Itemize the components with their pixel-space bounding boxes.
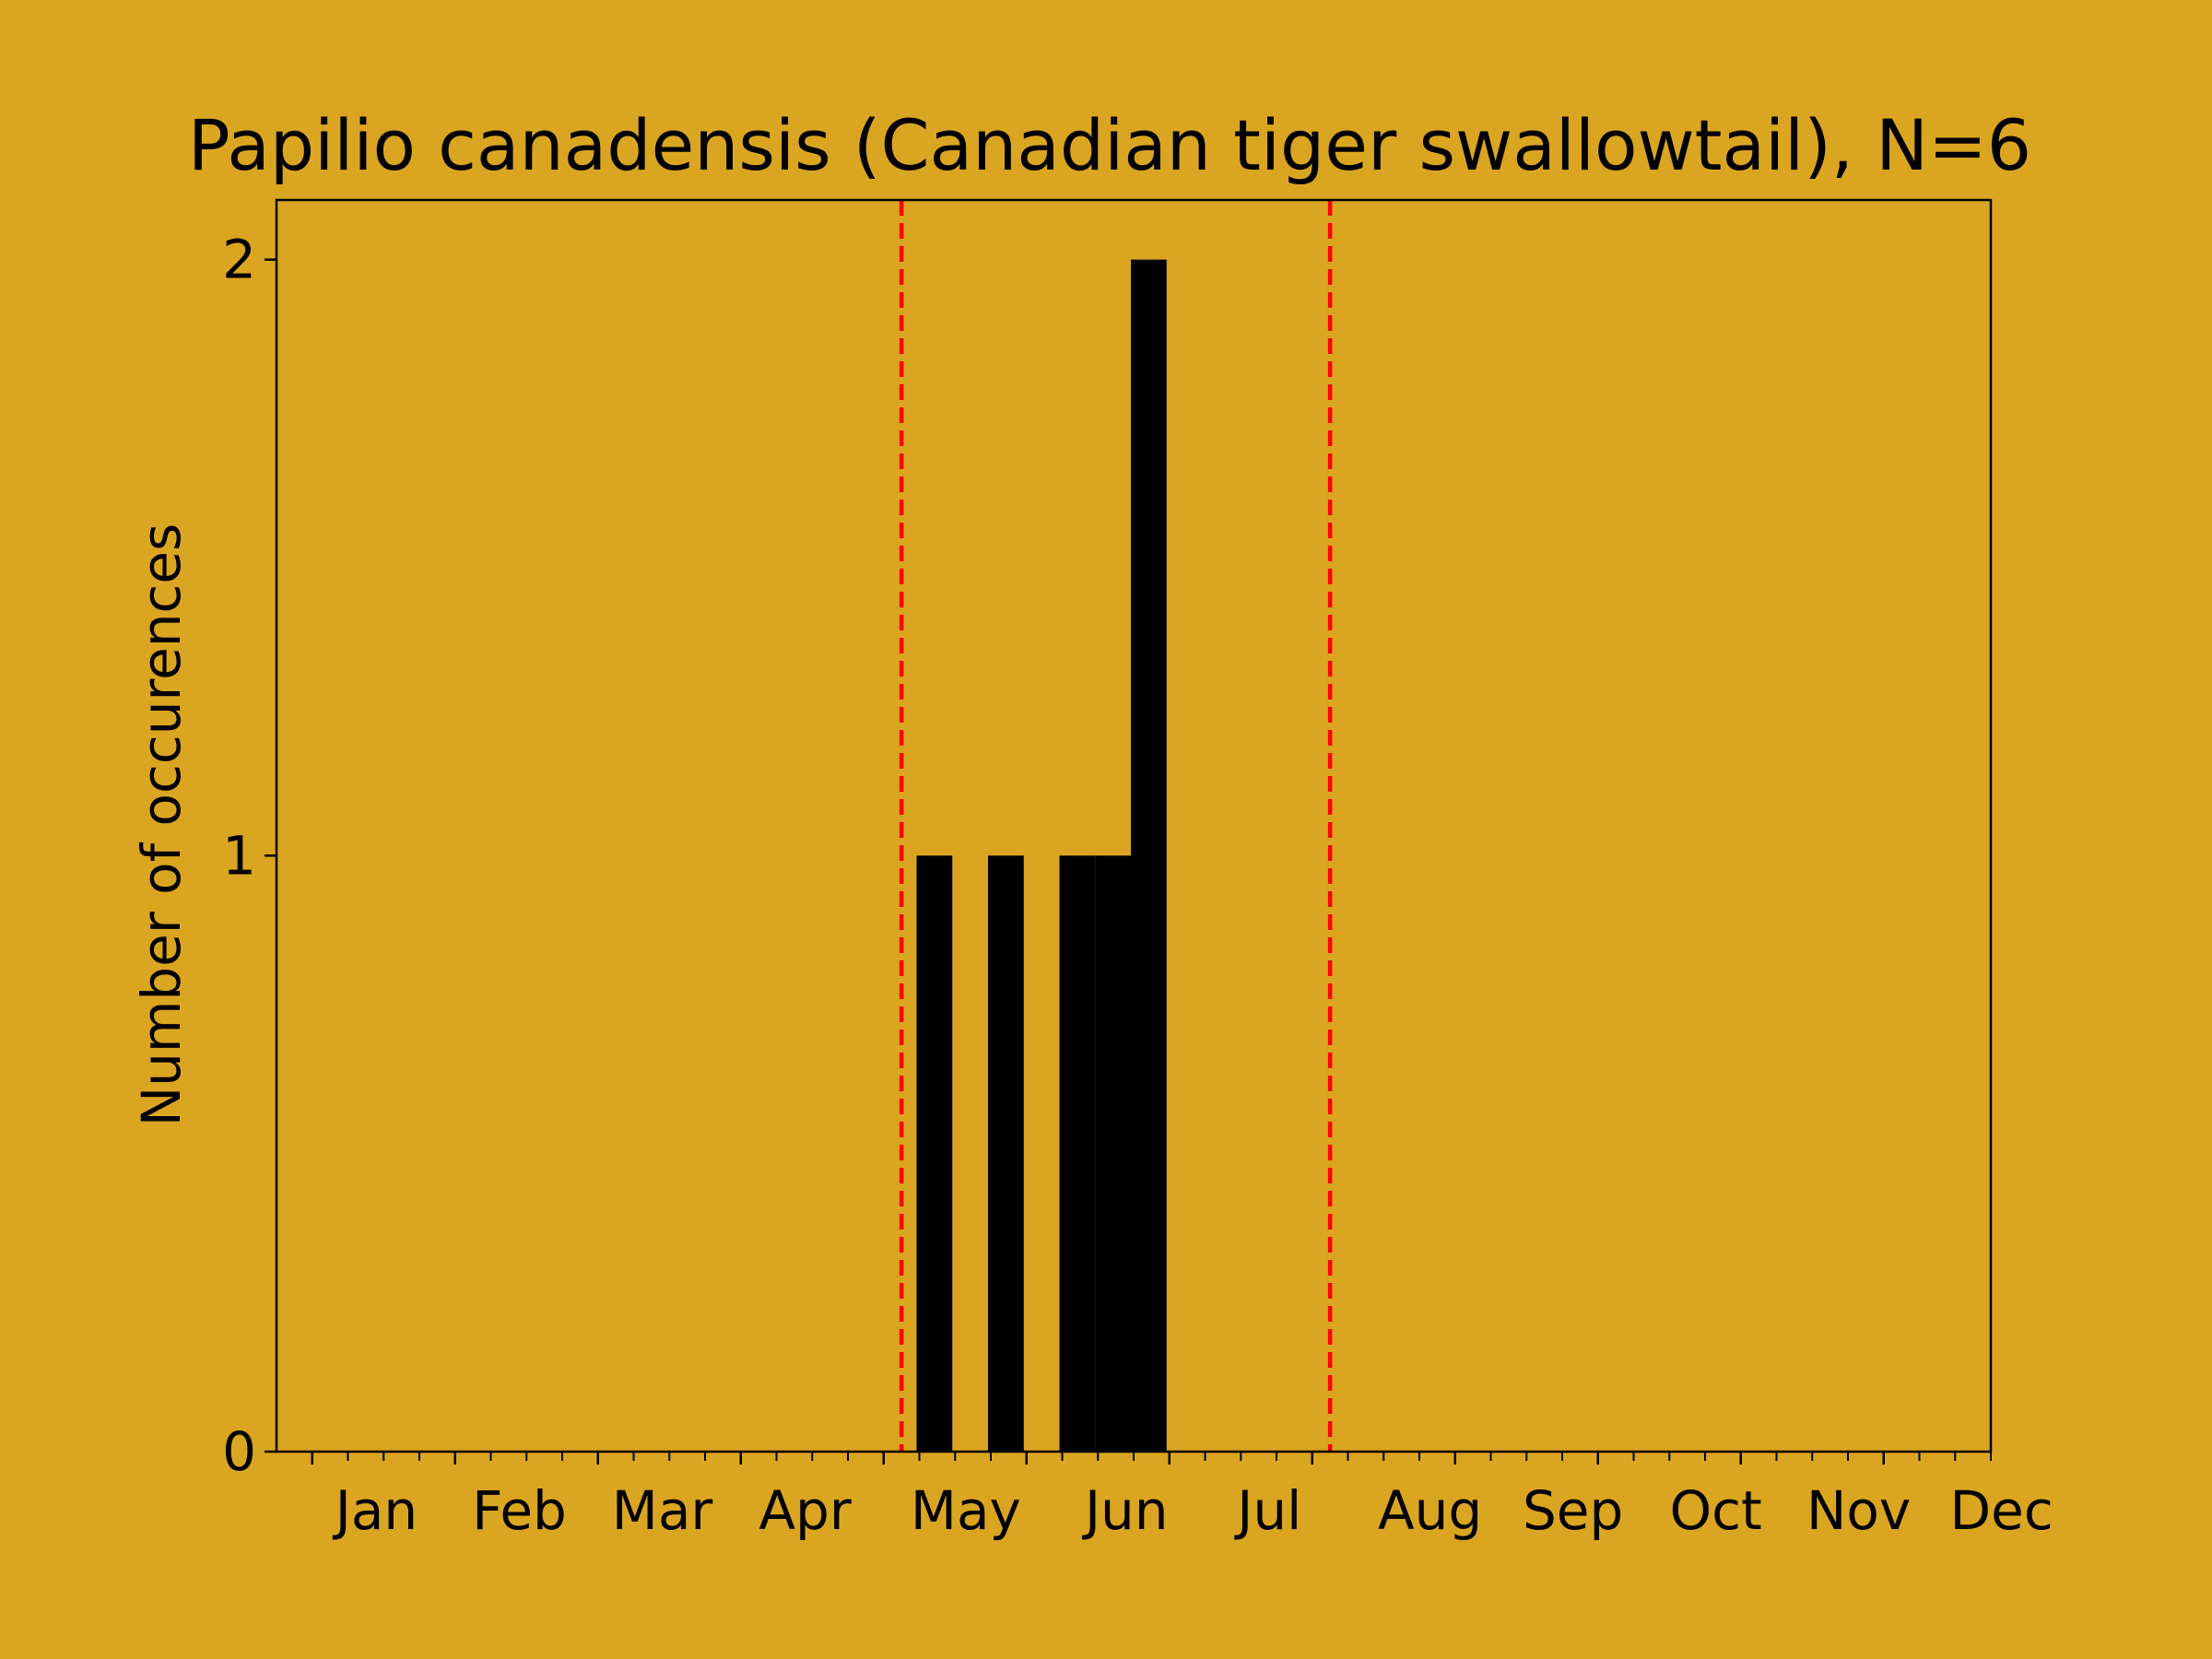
histogram-bar bbox=[1095, 855, 1131, 1452]
histogram-bar bbox=[988, 855, 1024, 1452]
chart-title: Papilio canadensis (Canadian tiger swall… bbox=[188, 104, 2031, 186]
y-tick-label: 1 bbox=[222, 824, 256, 887]
y-tick-label: 0 bbox=[222, 1420, 256, 1483]
x-tick-label: Dec bbox=[1950, 1479, 2053, 1542]
y-tick-label: 2 bbox=[222, 229, 256, 291]
histogram-bar bbox=[916, 855, 953, 1452]
x-tick-label: Jul bbox=[1234, 1479, 1301, 1542]
x-tick-label: Nov bbox=[1806, 1479, 1911, 1542]
x-tick-label: Aug bbox=[1378, 1479, 1482, 1542]
histogram-bar bbox=[1059, 855, 1096, 1452]
histogram-bar bbox=[1131, 259, 1167, 1453]
x-tick-label: May bbox=[911, 1479, 1021, 1542]
x-tick-label: Mar bbox=[612, 1479, 713, 1542]
x-tick-label: Apr bbox=[759, 1479, 851, 1542]
x-tick-label: Oct bbox=[1669, 1479, 1761, 1542]
plot-area: 0 1 2 Jan Feb Mar Apr May Jun Jul Aug Sep Oct Nov Dec bbox=[222, 198, 2053, 1542]
y-axis-label: Number of occurences bbox=[130, 524, 193, 1127]
x-tick-label: Sep bbox=[1523, 1479, 1623, 1542]
x-tick-label: Jun bbox=[1082, 1479, 1169, 1542]
x-tick-label: Jan bbox=[333, 1479, 418, 1542]
x-tick-label: Feb bbox=[472, 1479, 567, 1542]
